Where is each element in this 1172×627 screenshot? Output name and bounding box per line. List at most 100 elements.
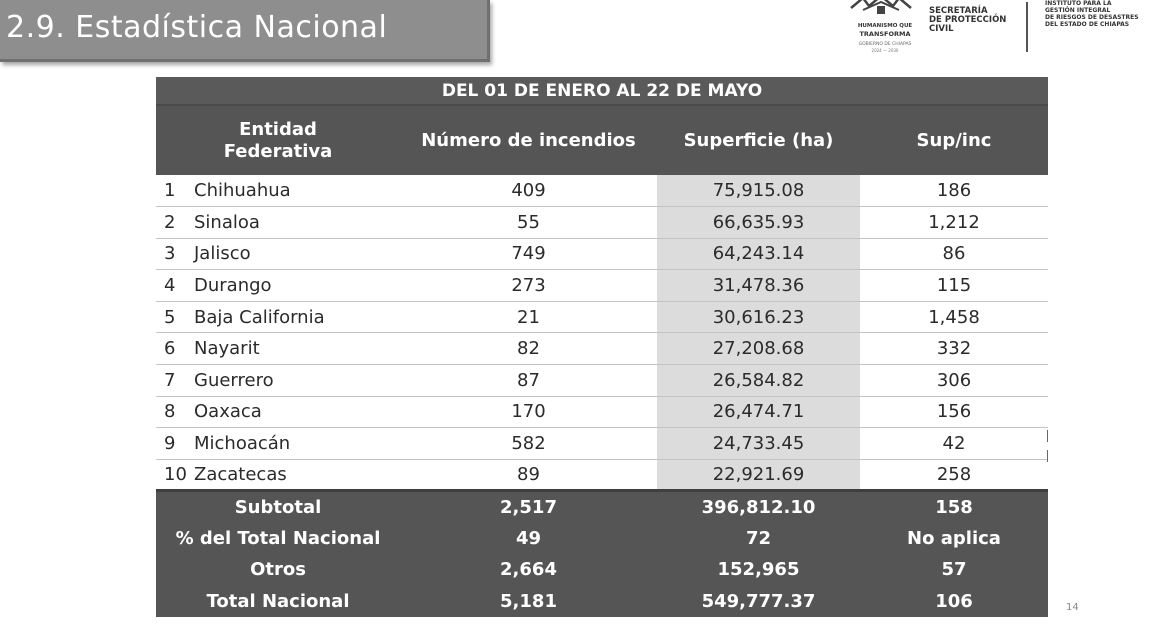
- entidad-cell: 4 Durango: [156, 269, 400, 302]
- entidad-cell: 8 Oaxaca: [156, 396, 400, 429]
- table-row: 7 Guerrero 87 26,584.82 306: [156, 364, 1048, 397]
- government-emblem-icon: [850, 0, 912, 14]
- summary-ratio: 57: [860, 554, 1048, 586]
- summary-ratio: No aplica: [860, 522, 1048, 555]
- incendios-cell: 582: [400, 427, 657, 460]
- incendios-cell: 409: [400, 175, 657, 208]
- entidad-cell: 1 Chihuahua: [156, 175, 400, 208]
- entidad-name: Durango: [194, 275, 272, 297]
- entidad-name: Michoacán: [194, 433, 291, 455]
- logo-line-4: 2024 — 2030: [871, 48, 899, 53]
- summary-superficie: 396,812.10: [657, 489, 860, 523]
- superficie-cell: 26,474.71: [657, 396, 860, 429]
- superficie-cell: 30,616.23: [657, 301, 860, 334]
- summary-incendios: 5,181: [400, 585, 657, 618]
- ratio-cell: 156: [860, 396, 1048, 429]
- superficie-cell: 22,921.69: [657, 459, 860, 492]
- ratio-cell: 332: [860, 332, 1048, 366]
- title-banner: 2.9. Estadística Nacional: [0, 0, 490, 62]
- logo-line-2: TRANSFORMA: [859, 30, 911, 38]
- entidad-name: Guerrero: [194, 369, 274, 391]
- summary-row-subtotal: Subtotal 2,517 396,812.10 158: [156, 489, 1048, 523]
- edge-mark: [1047, 450, 1048, 462]
- incendios-cell: 82: [400, 332, 657, 366]
- summary-body: Subtotal 2,517 396,812.10 158 % del Tota…: [156, 489, 1048, 618]
- table-row: 9 Michoacán 582 24,733.45 42: [156, 427, 1048, 460]
- entidad-name: Jalisco: [194, 243, 251, 265]
- incendios-cell: 749: [400, 238, 657, 271]
- header-superficie: Superficie (ha): [657, 105, 860, 175]
- superficie-cell: 26,584.82: [657, 364, 860, 397]
- slide-title: 2.9. Estadística Nacional: [6, 10, 388, 45]
- summary-superficie: 549,777.37: [657, 585, 860, 618]
- entidad-cell: 6 Nayarit: [156, 332, 400, 366]
- superficie-cell: 75,915.08: [657, 175, 860, 208]
- ratio-cell: 42: [860, 427, 1048, 460]
- entidad-cell: 5 Baja California: [156, 301, 400, 334]
- header-entidad: Entidad Federativa: [156, 105, 400, 175]
- logo-secretaria: SECRETARÍA DE PROTECCIÓN CIVIL: [929, 6, 1007, 34]
- entidad-name: Zacatecas: [194, 464, 287, 486]
- summary-row-percent: % del Total Nacional 49 72 No aplica: [156, 522, 1048, 555]
- ratio-cell: 186: [860, 175, 1048, 208]
- incendios-cell: 89: [400, 459, 657, 492]
- table-row: 3 Jalisco 749 64,243.14 86: [156, 238, 1048, 271]
- rank: 5: [164, 306, 176, 328]
- entidad-name: Oaxaca: [194, 401, 262, 423]
- summary-superficie: 152,965: [657, 554, 860, 586]
- summary-label: % del Total Nacional: [156, 522, 400, 555]
- ratio-cell: 115: [860, 269, 1048, 302]
- superficie-cell: 66,635.93: [657, 206, 860, 239]
- page-number: 14: [1066, 602, 1079, 613]
- summary-ratio: 158: [860, 489, 1048, 523]
- logo-line-1: HUMANISMO QUE: [857, 23, 913, 29]
- entidad-cell: 7 Guerrero: [156, 364, 400, 397]
- statistics-table-wrapper: DEL 01 DE ENERO AL 22 DE MAYO Entidad Fe…: [156, 77, 1048, 618]
- ratio-cell: 1,458: [860, 301, 1048, 334]
- logo-divider: [1026, 2, 1028, 52]
- table-row: 6 Nayarit 82 27,208.68 332: [156, 332, 1048, 366]
- edge-mark: [1047, 430, 1048, 442]
- rank: 1: [164, 180, 176, 202]
- incendios-cell: 170: [400, 396, 657, 429]
- summary-label: Otros: [156, 554, 400, 586]
- summary-row-total: Total Nacional 5,181 549,777.37 106: [156, 585, 1048, 618]
- entidad-cell: 3 Jalisco: [156, 238, 400, 271]
- ratio-cell: 306: [860, 364, 1048, 397]
- summary-label: Total Nacional: [156, 585, 400, 618]
- header-row: Entidad Federativa Número de incendios S…: [156, 105, 1048, 175]
- table-row: 4 Durango 273 31,478.36 115: [156, 269, 1048, 302]
- entidad-name: Nayarit: [194, 338, 260, 360]
- ratio-cell: 258: [860, 459, 1048, 492]
- rank: 10: [164, 464, 187, 486]
- entidad-name: Sinaloa: [194, 211, 260, 233]
- entidad-name: Baja California: [194, 306, 325, 328]
- superficie-cell: 24,733.45: [657, 427, 860, 460]
- period-label: DEL 01 DE ENERO AL 22 DE MAYO: [156, 77, 1048, 106]
- logo-instituto: INSTITUTO PARA LA GESTIÓN INTEGRAL DE RI…: [1045, 0, 1139, 28]
- rank: 2: [164, 211, 176, 233]
- statistics-table: DEL 01 DE ENERO AL 22 DE MAYO Entidad Fe…: [156, 77, 1048, 618]
- logo-line-3: GOBIERNO DE CHIAPAS: [858, 42, 912, 47]
- header-incendios: Número de incendios: [400, 105, 657, 175]
- superficie-cell: 27,208.68: [657, 332, 860, 366]
- table-row: 1 Chihuahua 409 75,915.08 186: [156, 175, 1048, 208]
- ratio-cell: 86: [860, 238, 1048, 271]
- superficie-cell: 31,478.36: [657, 269, 860, 302]
- entidad-name: Chihuahua: [194, 180, 291, 202]
- period-row: DEL 01 DE ENERO AL 22 DE MAYO: [156, 77, 1048, 106]
- header-ratio: Sup/inc: [860, 105, 1048, 175]
- ratio-cell: 1,212: [860, 206, 1048, 239]
- summary-incendios: 2,664: [400, 554, 657, 586]
- summary-superficie: 72: [657, 522, 860, 555]
- summary-row-otros: Otros 2,664 152,965 57: [156, 554, 1048, 586]
- rank: 4: [164, 275, 176, 297]
- summary-incendios: 49: [400, 522, 657, 555]
- superficie-cell: 64,243.14: [657, 238, 860, 271]
- table-body: 1 Chihuahua 409 75,915.08 186 2 Sinaloa 55…: [156, 175, 1048, 492]
- rank: 7: [164, 369, 176, 391]
- entidad-cell: 9 Michoacán: [156, 427, 400, 460]
- incendios-cell: 273: [400, 269, 657, 302]
- rank: 6: [164, 338, 176, 360]
- incendios-cell: 21: [400, 301, 657, 334]
